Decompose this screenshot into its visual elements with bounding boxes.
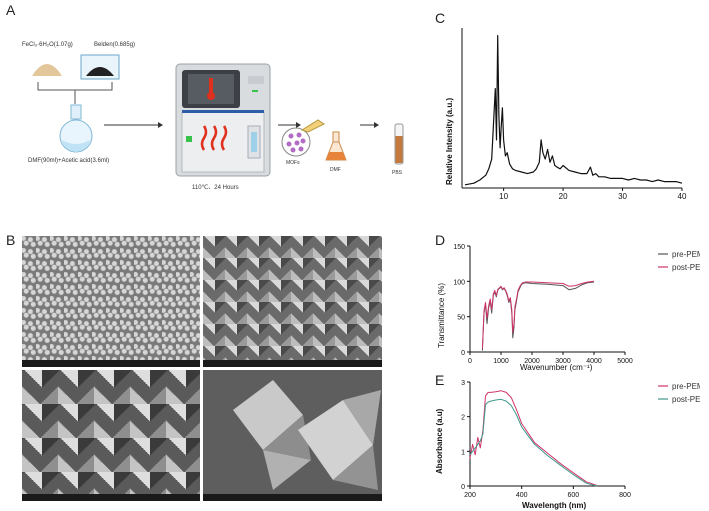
- arrow-to-pbs: [360, 122, 379, 128]
- condition-label: 110℃、24 Hours: [192, 185, 239, 191]
- y-tick-label: 50: [457, 315, 465, 322]
- reagent-1-label: FeCl₃·6H₂O(1.07g): [22, 42, 73, 48]
- chart-e-xlabel: Wavelength (nm): [522, 501, 586, 510]
- x-tick-label: 200: [464, 492, 476, 499]
- chart-e-legend-pre: pre-PEMF: [672, 382, 700, 391]
- panel-label-a: A: [6, 2, 16, 18]
- x-tick-label: 40: [678, 192, 687, 201]
- panel-label-c: C: [435, 10, 446, 26]
- mofs-particles-icon: [281, 127, 311, 157]
- y-tick-label: 100: [453, 279, 465, 286]
- sem-info-bar: [203, 360, 382, 367]
- chart-e-ylabel: Absorbance (a.u): [435, 408, 444, 474]
- arrow-to-mofs: [278, 122, 301, 128]
- dmf-flask-icon: [325, 131, 347, 161]
- y-tick-label: 150: [453, 244, 465, 251]
- x-tick-label: 4000: [586, 358, 602, 365]
- chart-d-ylabel: Transmittance (%): [437, 283, 446, 348]
- pbs-tube-icon: [394, 123, 404, 165]
- chart-e-legend-post: post-PEMF: [672, 395, 700, 404]
- octahedron-crystal-shape: [233, 380, 381, 490]
- sem-image-2: [203, 236, 382, 367]
- chart-d: 0 1000 2000 3000 4000 5000 0 50 100 150 Transmitt…: [437, 244, 700, 372]
- chart-e: 200 400 600 800 0 1 2 3 Absorbance (a.u) Wavele…: [435, 380, 700, 510]
- panel-label-e: E: [435, 372, 445, 388]
- round-flask-icon: [59, 104, 93, 153]
- x-tick-label: 1000: [493, 358, 509, 365]
- oven-reactor-icon: [175, 63, 271, 177]
- x-tick-label: 2000: [524, 358, 540, 365]
- arrow-to-oven: [104, 122, 163, 128]
- yellow-powder-icon: [32, 64, 62, 76]
- panel-label-b: B: [6, 232, 16, 248]
- chart-c-ylabel: Relative Intensity (a.u.): [445, 98, 454, 185]
- x-tick-label: 20: [559, 192, 568, 201]
- series-line-post-pemf: [469, 398, 597, 487]
- x-tick-label: 800: [619, 492, 631, 499]
- reagent-2-label: Belden(0.685g): [94, 42, 136, 48]
- reagent-bracket: [37, 82, 113, 104]
- x-tick-label: 600: [567, 492, 579, 499]
- series-line-pre-pemf: [481, 281, 595, 351]
- y-tick-label: 2: [461, 415, 465, 422]
- sem-image-3: [22, 370, 200, 501]
- series-line-0: [464, 35, 683, 186]
- x-tick-label: 0: [468, 358, 472, 365]
- series-line-pre-pemf: [469, 390, 597, 486]
- x-tick-label: 5000: [617, 358, 633, 365]
- y-tick-label: 1: [461, 449, 465, 456]
- sem-image-4: [203, 370, 382, 501]
- series-line-post-pemf: [481, 280, 595, 349]
- pouring-beaker-icon: [300, 119, 325, 133]
- dmf-label: DMF: [330, 167, 341, 173]
- sem-info-bar: [22, 494, 200, 501]
- pbs-label: PBS: [392, 170, 403, 176]
- chart-d-legend-pre: pre-PEMF: [672, 250, 700, 259]
- sem-info-bar: [22, 360, 200, 367]
- sem-image-1: [22, 236, 200, 367]
- y-tick-label: 0: [461, 350, 465, 357]
- x-tick-label: 400: [516, 492, 528, 499]
- black-powder-icon: [80, 54, 120, 80]
- panel-label-d: D: [435, 232, 446, 248]
- sem-info-bar: [203, 494, 382, 501]
- x-tick-label: 3000: [555, 358, 571, 365]
- solvent-label: DMF(90ml)+Acetic acid(3.6ml): [28, 158, 110, 164]
- y-tick-label: 3: [461, 380, 465, 387]
- chart-d-legend-post: post-PEMF: [672, 263, 700, 272]
- y-tick-label: 0: [461, 484, 465, 491]
- x-tick-label: 30: [618, 192, 627, 201]
- chart-c: 10 20 30 40 Relative Intensity (a.u.): [445, 28, 687, 201]
- x-tick-label: 10: [499, 192, 508, 201]
- chart-d-xlabel: Wavenumber (cm⁻¹): [520, 363, 593, 372]
- mofs-label: MOFs: [286, 160, 300, 166]
